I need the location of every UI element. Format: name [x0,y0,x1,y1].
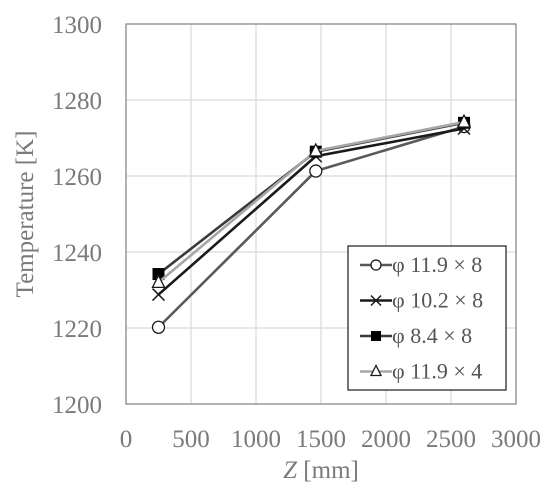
legend: φ 11.9 × 8 φ 10.2 × 8 φ 8.4 × 8 φ 11.9 × 4 [347,245,507,391]
x-axis-label-variable: Z [283,457,298,484]
x-tick-label: 2500 [426,426,476,453]
data-point-marker [151,288,166,302]
legend-label: φ 10.2 × 8 [392,288,483,313]
y-tick-label: 1280 [52,88,102,115]
data-point-marker [308,142,323,157]
y-tick-label: 1200 [52,392,102,419]
legend-item: φ 11.9 × 4 [360,359,482,384]
y-axis-label: Temperature [K] [12,131,39,298]
x-tick-label: 1000 [231,426,281,453]
y-tick-labels: 1200 1220 1240 1260 1280 1300 [52,12,102,419]
x-tick-label: 500 [172,426,210,453]
x-axis-label-unit: [mm] [297,457,359,484]
series-layer [151,113,472,334]
data-point-marker [151,273,166,289]
data-point-marker [151,320,166,334]
x-tick-label: 1500 [296,426,346,453]
plot-area-frame [125,23,517,405]
legend-item: φ 10.2 × 8 [360,288,483,313]
data-point-marker [370,294,382,307]
y-tick-label: 1300 [52,12,102,39]
x-tick-label: 0 [120,426,133,453]
y-tick-label: 1240 [52,240,102,267]
data-point-marker [370,259,382,271]
series [151,113,472,289]
x-tick-label: 3000 [491,426,541,453]
y-tick-label: 1260 [52,164,102,191]
data-point-marker [369,364,383,377]
y-tick-label: 1220 [52,316,102,343]
data-point-marker [371,331,381,341]
legend-item: φ 11.9 × 8 [360,252,482,277]
legend-label: φ 11.9 × 8 [392,252,482,277]
grid-lines [126,24,516,404]
legend-label: φ 8.4 × 8 [392,323,472,348]
data-point-marker [456,113,472,128]
legend-item: φ 8.4 × 8 [360,323,472,348]
data-point-marker [309,164,323,178]
x-axis-label: Z [mm] [283,457,359,484]
legend-label: φ 11.9 × 4 [392,359,482,384]
x-tick-label: 2000 [361,426,411,453]
x-tick-labels: 0 500 1000 1500 2000 2500 3000 [120,426,541,453]
